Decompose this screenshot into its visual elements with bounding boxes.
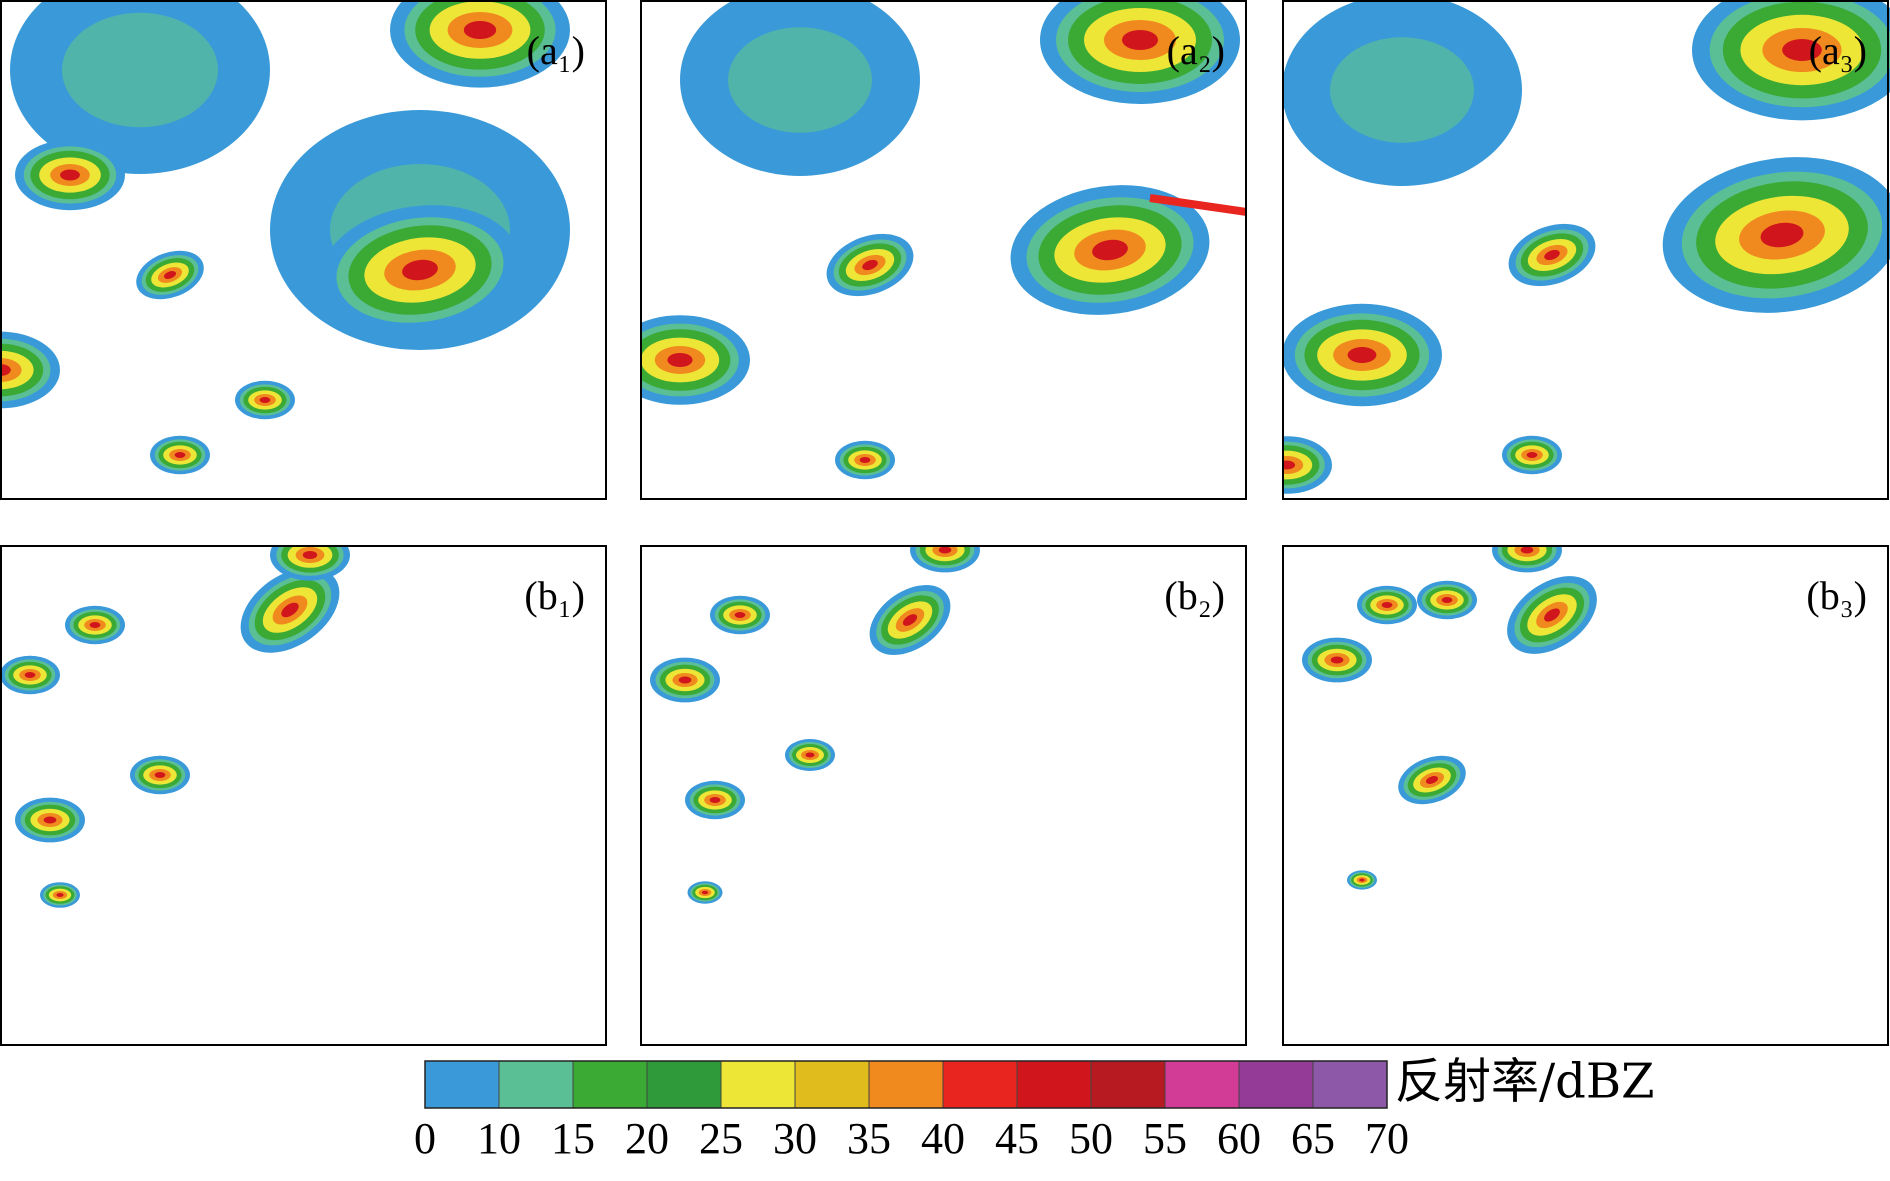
radar-panel — [640, 0, 1247, 500]
colorbar-segment — [498, 1060, 574, 1109]
radar-panel — [1282, 545, 1889, 1046]
panel-label: (a₁) — [527, 28, 585, 73]
colorbar-segment — [794, 1060, 870, 1109]
radar-panel — [640, 545, 1247, 1046]
colorbar-segment — [1238, 1060, 1314, 1109]
colorbar-tick-label: 55 — [1143, 1114, 1187, 1163]
colorbar-tick-label: 40 — [921, 1114, 965, 1163]
colorbar-tick-label: 10 — [477, 1114, 521, 1163]
colorbar-label: 反射率/dBZ — [1395, 1054, 1655, 1110]
colorbar-tick-label: 30 — [773, 1114, 817, 1163]
colorbar-segment — [1164, 1060, 1240, 1109]
colorbar-tick-label: 70 — [1365, 1114, 1409, 1163]
radar-panel — [0, 545, 607, 1046]
colorbar-segment — [942, 1060, 1018, 1109]
colorbar-segment — [868, 1060, 944, 1109]
colorbar-segment — [572, 1060, 648, 1109]
colorbar-frame — [424, 1060, 1388, 1109]
panel-label: (a₃) — [1809, 28, 1867, 73]
colorbar-tick-label: 35 — [847, 1114, 891, 1163]
colorbar-tick-label: 25 — [699, 1114, 743, 1163]
colorbar-tick-label: 60 — [1217, 1114, 1261, 1163]
colorbar-segment — [1312, 1060, 1388, 1109]
colorbar-tick-label: 15 — [551, 1114, 595, 1163]
colorbar-segment — [646, 1060, 722, 1109]
panel-label: (a₂) — [1167, 28, 1225, 73]
radar-panel — [0, 0, 607, 500]
panel-label: (b₁) — [524, 573, 585, 618]
colorbar-segment — [720, 1060, 796, 1109]
colorbar-tick-label: 50 — [1069, 1114, 1113, 1163]
colorbar-tick-label: 0 — [414, 1114, 436, 1163]
colorbar-tick-label: 45 — [995, 1114, 1039, 1163]
panel-label: (b₃) — [1806, 573, 1867, 618]
colorbar-tick-label: 20 — [625, 1114, 669, 1163]
colorbar-tick-label: 65 — [1291, 1114, 1335, 1163]
colorbar-segment — [1090, 1060, 1166, 1109]
radar-panel — [1282, 0, 1890, 500]
colorbar-segment — [1016, 1060, 1092, 1109]
colorbar-segment — [424, 1060, 500, 1109]
panel-label: (b₂) — [1164, 573, 1225, 618]
